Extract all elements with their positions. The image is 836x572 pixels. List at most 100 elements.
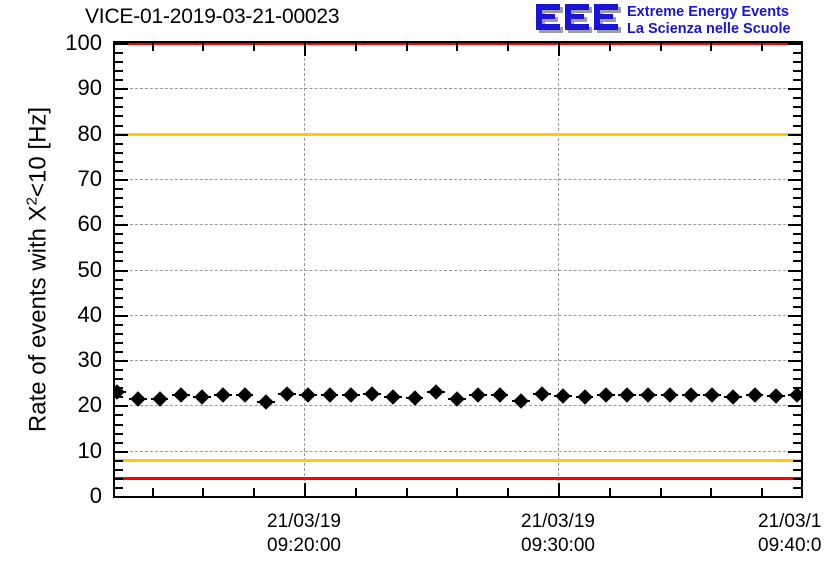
data-point-marker <box>385 389 402 405</box>
y-axis-major-tick-right <box>788 450 801 453</box>
x-tick-label-date: 21/03/1 <box>758 511 822 532</box>
eee-logo-line1: Extreme Energy Events <box>627 4 789 20</box>
y-tick-label: 90 <box>77 75 102 101</box>
y-axis-minor-tick-right <box>793 414 801 417</box>
y-axis-minor-tick <box>115 142 123 145</box>
y-axis-major-tick <box>115 43 128 45</box>
data-point-marker <box>257 393 274 410</box>
y-axis-minor-tick-right <box>793 79 801 82</box>
x-axis-major-tick-top <box>304 43 306 56</box>
y-axis-minor-tick-right <box>793 459 801 462</box>
y-axis-minor-tick-right <box>793 351 801 354</box>
data-point-marker <box>151 390 168 407</box>
x-tick-label: 21/03/19 09:30:00 <box>521 510 595 558</box>
y-axis-minor-tick-right <box>793 215 801 218</box>
y-axis-minor-tick-right <box>793 187 801 190</box>
data-point-marker <box>661 387 678 404</box>
x-axis-minor-tick-top <box>405 43 408 51</box>
y-axis-major-tick-right <box>788 43 801 45</box>
y-axis-minor-tick-right <box>793 160 801 163</box>
horizontal-gridline <box>115 314 801 316</box>
horizontal-gridline <box>115 360 801 362</box>
horizontal-gridline <box>115 224 801 226</box>
x-tick-label-time: 09:20:00 <box>267 535 341 556</box>
y-axis-minor-tick-right <box>793 432 801 435</box>
eee-logo-icon <box>536 4 621 33</box>
y-axis-minor-tick-right <box>793 378 801 381</box>
y-axis-minor-tick-right <box>793 296 801 299</box>
data-point-marker <box>491 387 508 403</box>
y-axis-minor-tick <box>115 423 123 426</box>
y-axis-minor-tick-right <box>793 486 801 489</box>
y-axis-minor-tick-right <box>793 251 801 254</box>
horizontal-gridline <box>115 450 801 452</box>
y-axis-minor-tick-right <box>793 233 801 236</box>
y-axis-minor-tick-right <box>793 124 801 127</box>
y-axis-minor-tick <box>115 369 123 372</box>
x-tick-label: 21/03/1 09:40:0 <box>758 510 836 558</box>
y-axis-minor-tick-right <box>793 169 801 172</box>
data-point-marker <box>215 387 232 403</box>
vertical-gridline <box>558 43 559 496</box>
x-axis-major-tick-top <box>558 43 560 56</box>
x-tick-label-date: 21/03/19 <box>521 511 595 532</box>
data-point-marker <box>789 387 801 404</box>
x-axis-minor-tick-top <box>659 43 662 51</box>
y-axis-minor-tick-right <box>793 332 801 335</box>
x-tick-label-date: 21/03/19 <box>267 511 341 532</box>
x-axis-minor-tick <box>761 488 764 496</box>
y-tick-label: 50 <box>77 256 102 282</box>
y-tick-label: 20 <box>77 392 102 418</box>
y-axis-major-tick-right <box>788 224 801 227</box>
data-point-marker <box>364 386 380 402</box>
chart-title: VICE-01-2019-03-21-00023 <box>85 5 340 28</box>
y-axis-minor-tick <box>115 323 123 326</box>
y-axis-minor-tick <box>115 206 123 209</box>
threshold-line-upper-warning <box>115 132 801 136</box>
y-axis-major-tick-right <box>788 269 801 272</box>
x-axis-minor-tick <box>354 488 357 496</box>
data-point-marker <box>534 386 550 402</box>
x-axis-minor-tick <box>608 488 611 496</box>
y-axis-minor-tick <box>115 351 123 354</box>
x-axis-minor-tick <box>151 488 154 496</box>
x-axis-minor-tick <box>659 488 662 496</box>
plot-area <box>115 43 801 496</box>
plot-frame <box>113 41 803 498</box>
y-axis-minor-tick <box>115 124 123 127</box>
x-axis-major-tick <box>558 483 560 496</box>
data-point-marker <box>725 389 742 405</box>
data-point-marker <box>746 387 763 404</box>
y-axis-minor-tick <box>115 169 123 172</box>
y-axis-minor-tick-right <box>793 323 801 326</box>
data-point-marker <box>597 387 614 403</box>
x-axis-minor-tick-top <box>151 43 154 51</box>
y-axis-minor-tick <box>115 287 123 290</box>
y-axis-minor-tick-right <box>793 369 801 372</box>
y-axis-major-tick <box>115 224 128 227</box>
y-axis-minor-tick <box>115 278 123 281</box>
y-axis-minor-tick <box>115 233 123 236</box>
y-tick-label: 80 <box>77 120 102 146</box>
y-axis-minor-tick-right <box>793 97 801 100</box>
y-axis-major-tick <box>115 450 128 453</box>
y-axis-major-tick <box>115 360 128 363</box>
data-point-marker <box>640 387 657 404</box>
y-tick-label: 40 <box>77 301 102 327</box>
y-axis-minor-tick-right <box>793 278 801 281</box>
y-axis-minor-tick <box>115 242 123 245</box>
x-axis-minor-tick <box>253 488 256 496</box>
y-tick-label: 30 <box>77 347 102 373</box>
y-axis-major-tick-right <box>788 314 801 317</box>
y-axis-minor-tick <box>115 341 123 344</box>
y-axis-minor-tick <box>115 468 123 471</box>
y-axis-minor-tick <box>115 378 123 381</box>
x-axis-minor-tick-top <box>507 43 510 51</box>
data-point-marker <box>682 387 699 404</box>
y-axis-minor-tick <box>115 52 123 55</box>
y-axis-minor-tick <box>115 296 123 299</box>
x-tick-label: 21/03/19 09:20:00 <box>267 510 341 558</box>
data-point-marker <box>194 389 210 406</box>
y-axis-minor-tick-right <box>793 52 801 55</box>
horizontal-gridline <box>115 405 801 407</box>
